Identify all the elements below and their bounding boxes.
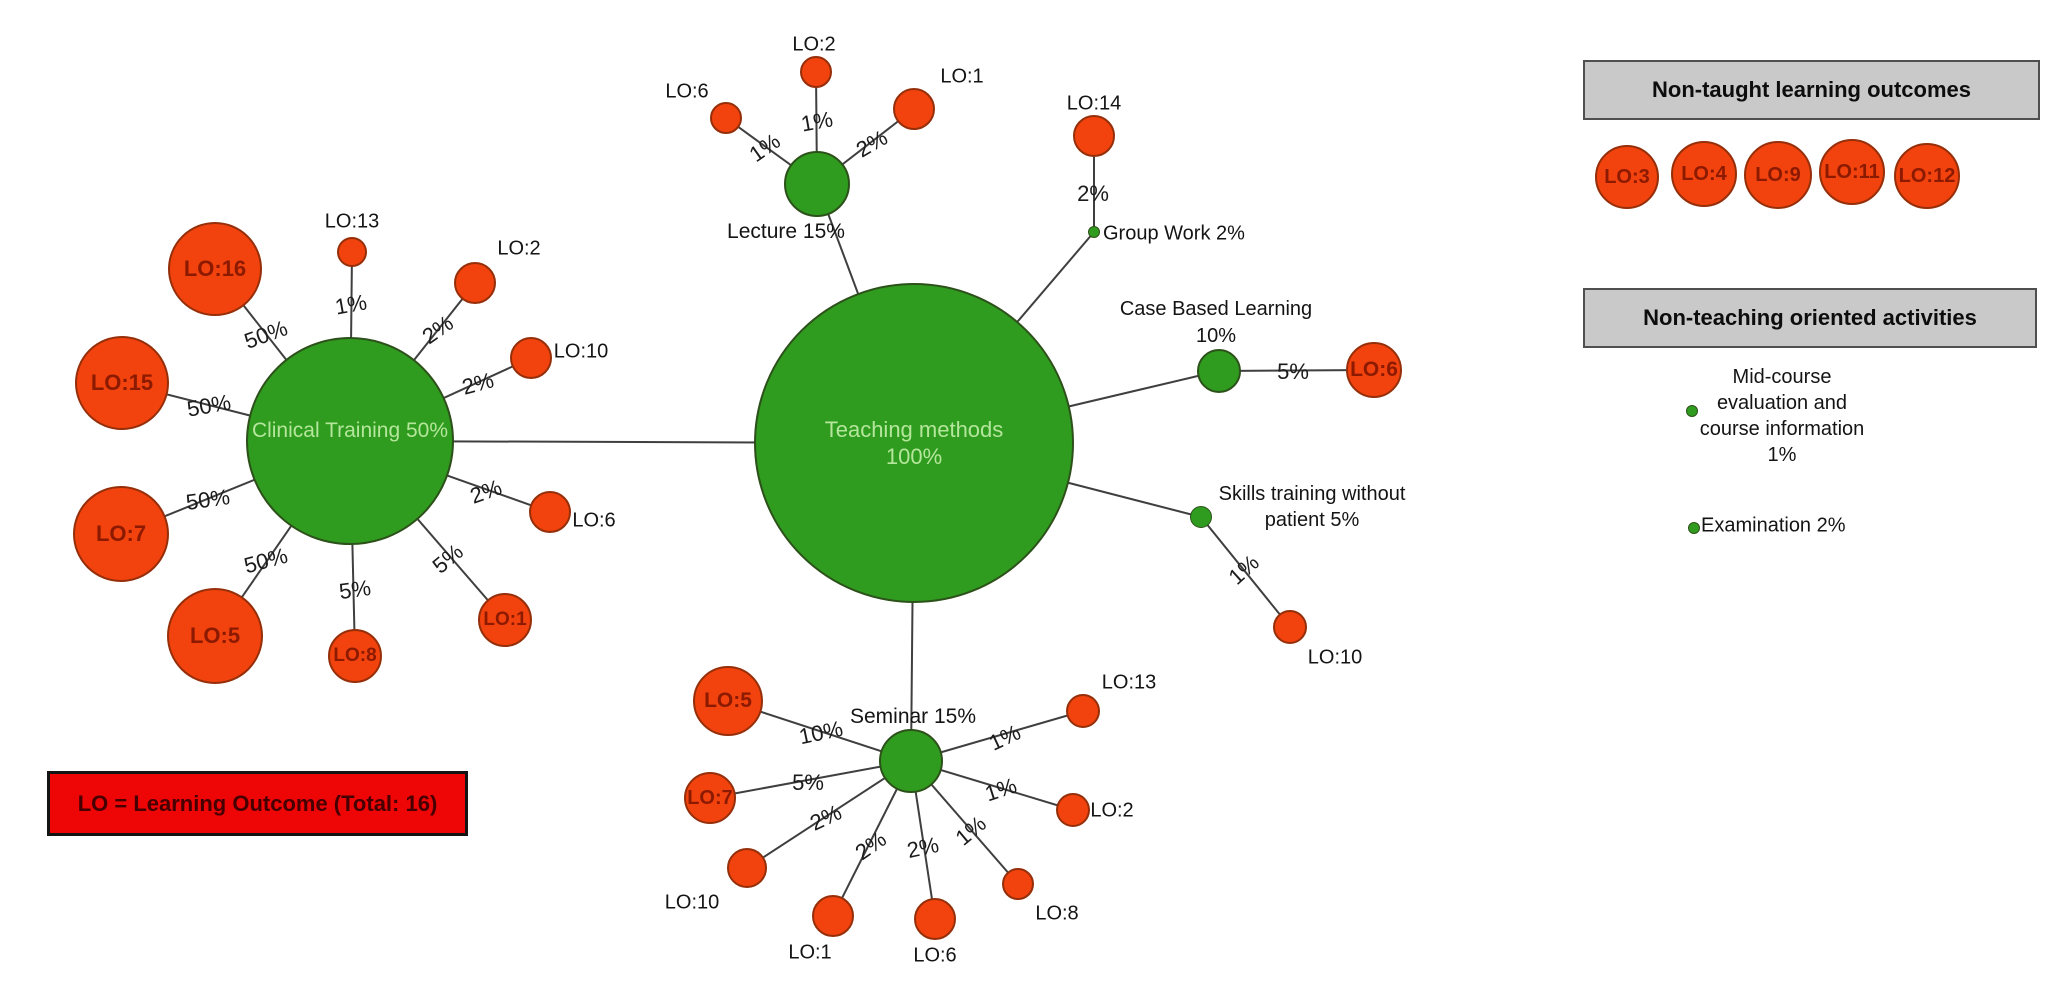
lo2-lecture-circle [800,56,832,88]
examination-dot [1688,522,1700,534]
lo12-nontaught-circle-text: LO:12 [1898,164,1956,187]
teaching-methods-circle: Teaching methods 100% [754,283,1074,603]
pct-casebased-lo6: 5% [1277,359,1309,384]
lo10-seminar-circle [727,848,767,888]
lo2-seminar-label: LO:2 [1090,799,1134,822]
pct-groupwork-lo14: 2% [1077,181,1109,206]
lo6-clinical-circle [529,491,571,533]
clinical-training-circle-text: Clinical Training 50% [251,418,449,442]
lecture-circle [784,151,850,217]
teaching-methods-circle-text: Teaching methods 100% [824,416,1004,470]
lo14-groupwork-label: LO:14 [1066,92,1122,115]
lo10-skills-label: LO:10 [1307,646,1363,669]
lo1-clinical-circle: LO:1 [478,593,532,647]
lo6-seminar-circle [914,898,956,940]
lo7-clinical-circle: LO:7 [73,486,169,582]
lo10-seminar-label: LO:10 [664,891,720,914]
lo8-clinical-circle: LO:8 [328,629,382,683]
pct-clinical-lo13: 1% [333,289,369,320]
lo16-clinical-circle: LO:16 [168,222,262,316]
lecture-title: Lecture 15% [727,220,845,243]
lo2-seminar-circle [1056,793,1090,827]
case-based-title: Case Based Learning 10% [1119,298,1313,347]
seminar-circle [879,729,943,793]
lo5-clinical-circle-text: LO:5 [189,623,241,649]
lo9-nontaught-circle: LO:9 [1744,141,1812,209]
lo13-clinical-label: LO:13 [324,210,380,233]
lo3-nontaught-circle: LO:3 [1595,145,1659,209]
edge-skillsdot-lo10sk [1200,516,1291,628]
edge-seminar-lo7s [709,760,912,799]
lo2-lecture-label: LO:2 [792,33,836,56]
lo6-casebased-circle: LO:6 [1346,342,1402,398]
lo6-lecture-circle [710,102,742,134]
group-work-title: Group Work 2% [1103,222,1245,245]
skills-title: Skills training without patient 5% [1218,483,1406,531]
lo5-clinical-circle: LO:5 [167,588,263,684]
lo12-nontaught-circle: LO:12 [1894,143,1960,209]
mid-course-dot [1686,405,1698,417]
lo15-clinical-circle: LO:15 [75,336,169,430]
lo1-seminar-circle [812,895,854,937]
lo7-seminar-circle: LO:7 [684,772,736,824]
lo13-seminar-label: LO:13 [1101,671,1157,694]
mid-course-label: Mid-course evaluation and course informa… [1699,366,1865,466]
non-teaching-activities-header: Non-teaching oriented activities [1583,288,2037,348]
seminar-title: Seminar 15% [849,705,977,728]
lo11-nontaught-circle-text: LO:11 [1824,160,1880,183]
lo6-casebased-circle-text: LO:6 [1350,357,1398,381]
lo13-seminar-circle [1066,694,1100,728]
lo1-seminar-label: LO:1 [788,941,832,964]
lo7-clinical-circle-text: LO:7 [95,521,147,547]
lo10-clinical-circle [510,337,552,379]
lo6-lecture-label: LO:6 [665,80,709,103]
skills-training-dot [1190,506,1212,528]
lo4-nontaught-circle-text: LO:4 [1681,162,1727,185]
pct-clinical-lo8: 5% [337,574,373,605]
pct-seminar-lo7: 5% [792,770,824,795]
lo2-clinical-circle [454,262,496,304]
lo4-nontaught-circle: LO:4 [1671,141,1737,207]
clinical-training-circle: Clinical Training 50% [246,337,454,545]
lo2-clinical-label: LO:2 [497,237,541,260]
non-taught-outcomes-header: Non-taught learning outcomes [1583,60,2040,120]
case-based-learning-circle [1197,349,1241,393]
lo1-clinical-circle-text: LO:1 [483,609,527,631]
lo1-lecture-circle [893,88,935,130]
lo14-groupwork-circle [1073,115,1115,157]
lo15-clinical-circle-text: LO:15 [90,370,154,396]
lo11-nontaught-circle: LO:11 [1819,139,1885,205]
examination-label: Examination 2% [1701,514,1846,537]
lo5-seminar-circle: LO:5 [693,666,763,736]
lo5-seminar-circle-text: LO:5 [704,688,752,712]
lo8-clinical-circle-text: LO:8 [333,645,377,667]
lo10-clinical-label: LO:10 [553,340,609,363]
lo10-skills-circle [1273,610,1307,644]
lo13-clinical-circle [337,237,367,267]
lo8-seminar-label: LO:8 [1035,902,1079,925]
lo9-nontaught-circle-text: LO:9 [1755,163,1801,186]
lo1-lecture-label: LO:1 [940,65,984,88]
legend-box: LO = Learning Outcome (Total: 16) [47,771,468,836]
lo8-seminar-circle [1002,868,1034,900]
pct-lecture-lo2: 1% [799,106,835,137]
group-work-dot [1088,226,1100,238]
lo7-seminar-circle-text: LO:7 [687,786,733,809]
lo6-clinical-label: LO:6 [572,509,616,532]
lo16-clinical-circle-text: LO:16 [183,256,247,282]
lo6-seminar-label: LO:6 [913,944,957,967]
lo3-nontaught-circle-text: LO:3 [1604,165,1650,188]
